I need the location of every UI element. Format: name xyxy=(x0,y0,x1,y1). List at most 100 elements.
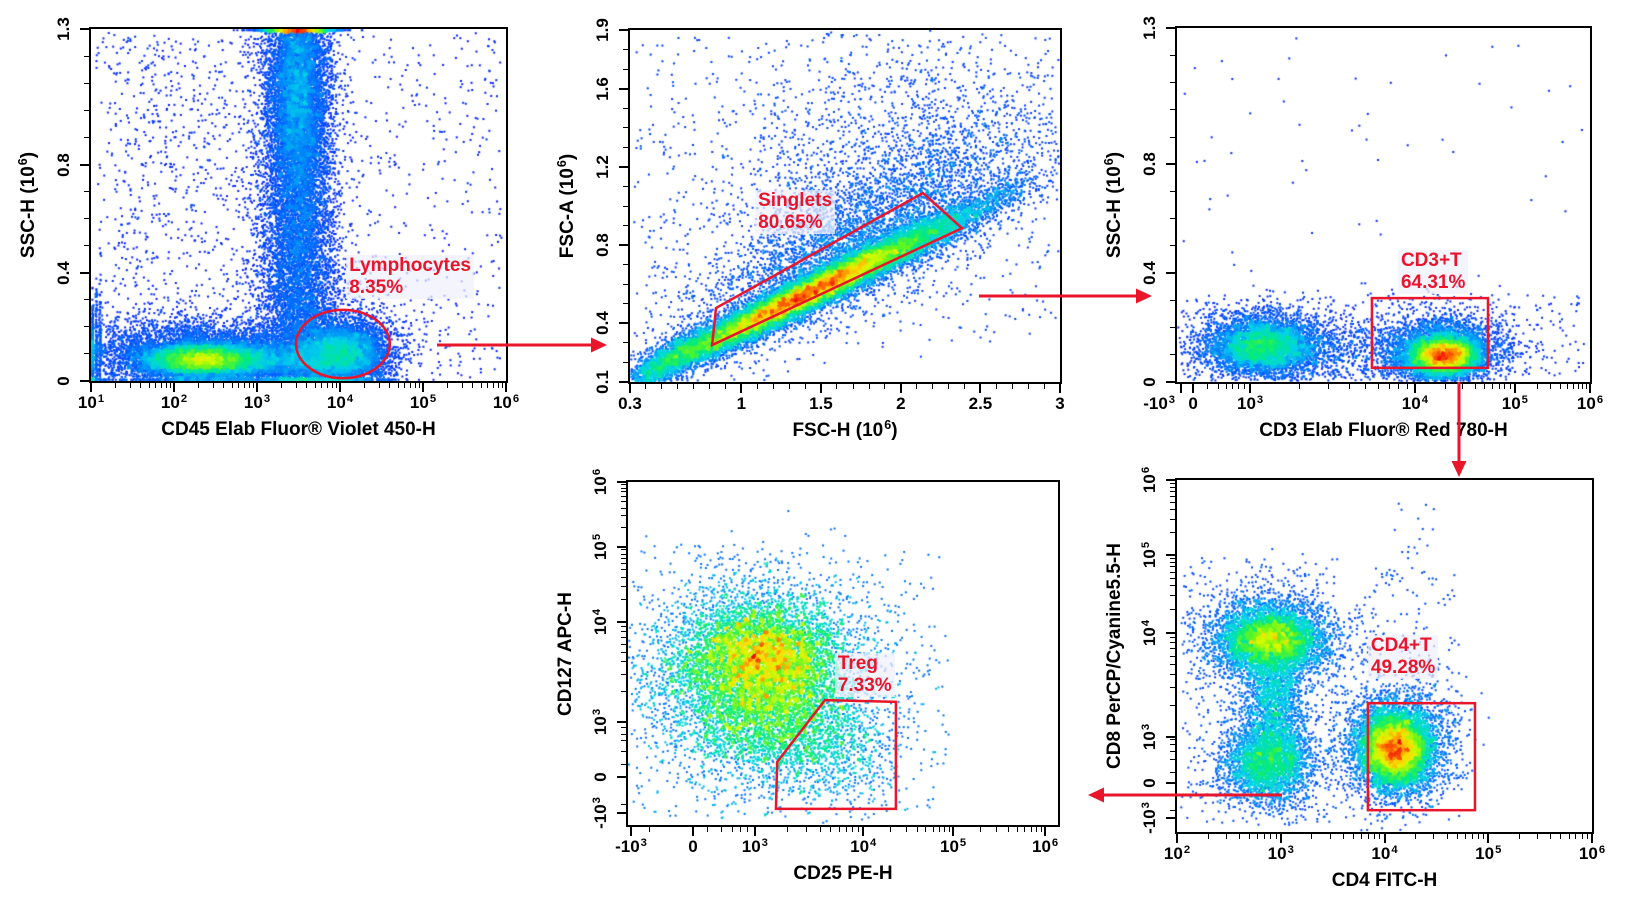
x-minor-tick xyxy=(932,384,934,389)
gate-layer-fsc-singlets xyxy=(710,191,965,348)
y-tick-label: 0.4 xyxy=(593,311,612,336)
x-minor-tick xyxy=(306,383,308,388)
y-major-tick xyxy=(80,380,89,382)
plot-fsc-singlets: 0.3 1 1.5 2 2.5 3 0.1 0.4 0.8 1.2 1.6 1.9 FSC-H (106… xyxy=(555,18,1065,441)
gate-treg xyxy=(774,698,898,811)
y-axis-title-fsc-singlets: FSC-A (106) xyxy=(555,153,578,259)
plot-cd3-ssc: -103 0 103 104 105 106 0 0.4 0.8 1.3 CD3 Elab Fluo… xyxy=(1102,16,1603,441)
y-minor-tick xyxy=(1170,502,1175,504)
y-minor-tick xyxy=(623,361,628,363)
x-minor-tick xyxy=(1560,834,1562,839)
y-minor-tick xyxy=(623,68,628,70)
x-major-tick xyxy=(1249,384,1252,393)
x-minor-tick xyxy=(1011,384,1013,389)
x-minor-tick xyxy=(1264,834,1266,839)
y-minor-tick xyxy=(1170,739,1175,741)
x-tick-label: 106 xyxy=(492,392,520,412)
x-tick-label: 105 xyxy=(409,392,437,412)
y-minor-tick xyxy=(621,515,626,517)
y-minor-tick xyxy=(1170,636,1175,638)
y-minor-tick xyxy=(1170,648,1175,650)
plot-cd4-cd8: 102 103 104 105 106 -103 0 103 104 105 106 CD4 FITC… xyxy=(1104,467,1605,891)
x-axis-title-cd45-ssc: CD45 Elab Fluor® Violet 450-H xyxy=(161,419,436,440)
x-minor-tick xyxy=(649,827,650,832)
x-minor-tick xyxy=(378,383,380,388)
y-minor-tick xyxy=(1170,759,1175,761)
gate-label-cd4-t: CD4+T 49.28% xyxy=(1367,634,1439,679)
x-minor-tick xyxy=(852,384,854,389)
x-minor-tick xyxy=(709,384,711,389)
x-major-tick xyxy=(740,384,743,393)
x-minor-tick xyxy=(198,383,200,388)
y-minor-tick xyxy=(1170,578,1175,580)
y-minor-tick xyxy=(621,585,626,587)
x-tick-label: 1.5 xyxy=(809,394,833,413)
y-tick-label: 1.3 xyxy=(54,17,73,41)
y-major-tick xyxy=(619,322,628,325)
y-minor-tick xyxy=(623,264,628,266)
y-major-tick xyxy=(80,28,89,30)
y-major-tick xyxy=(1166,163,1175,166)
x-minor-tick xyxy=(389,383,391,388)
x-minor-tick xyxy=(248,383,250,388)
y-tick-label: 0.4 xyxy=(1140,261,1159,285)
y-minor-tick xyxy=(621,740,626,742)
x-minor-tick xyxy=(1504,384,1506,389)
x-minor-tick xyxy=(1433,834,1435,839)
y-tick-label: 0.1 xyxy=(593,370,612,394)
x-major-tick xyxy=(1176,834,1178,843)
y-tick-label: 1.6 xyxy=(593,76,612,101)
y-axis-title-cd4-cd8: CD8 PerCP/Cyanine5.5-H xyxy=(1104,543,1125,769)
x-major-tick xyxy=(339,383,341,392)
x-major-tick xyxy=(1513,384,1516,393)
y-minor-tick xyxy=(84,82,89,84)
y-minor-tick xyxy=(1170,245,1175,247)
x-minor-tick xyxy=(1367,834,1369,839)
x-minor-tick xyxy=(461,383,463,388)
y-minor-tick xyxy=(623,127,628,129)
x-minor-tick xyxy=(160,383,162,388)
gate-name: Singlets xyxy=(758,190,833,212)
y-minor-tick xyxy=(623,342,628,344)
x-minor-tick xyxy=(1348,384,1350,389)
x-minor-tick xyxy=(838,827,840,832)
x-tick-label: 0 xyxy=(688,837,698,856)
x-tick-label: 106 xyxy=(1032,836,1059,856)
x-major-tick xyxy=(1413,384,1416,393)
gate-percent: 8.35% xyxy=(349,277,404,299)
y-minor-tick xyxy=(623,49,628,51)
x-minor-tick xyxy=(487,383,489,388)
x-minor-tick xyxy=(1008,827,1010,832)
x-minor-tick xyxy=(1483,834,1485,839)
x-tick-label: 0 xyxy=(1188,394,1198,413)
x-tick-label: 2 xyxy=(896,394,906,413)
x-minor-tick xyxy=(397,383,399,388)
y-major-tick xyxy=(80,271,89,274)
x-minor-tick xyxy=(1585,384,1587,389)
x-minor-tick xyxy=(731,827,733,832)
gate-layer-cd3-ssc xyxy=(1370,296,1490,370)
x-minor-tick xyxy=(868,384,870,389)
gate-cd3-t xyxy=(1370,296,1490,370)
x-minor-tick xyxy=(480,383,482,388)
y-minor-tick xyxy=(621,691,626,693)
x-minor-tick xyxy=(948,384,950,389)
x-minor-tick xyxy=(1398,384,1400,389)
y-minor-tick xyxy=(621,661,626,663)
x-minor-tick xyxy=(238,383,240,388)
y-axis-title-cd3-ssc: SSC-H (106) xyxy=(1102,151,1125,259)
y-tick-label: 106 xyxy=(1139,466,1159,494)
x-minor-tick xyxy=(404,383,406,388)
y-major-tick xyxy=(1166,27,1175,29)
x-minor-tick xyxy=(707,827,709,832)
y-tick-label: 0.8 xyxy=(593,233,612,257)
x-minor-tick xyxy=(772,384,774,389)
x-minor-tick xyxy=(693,384,695,389)
y-minor-tick xyxy=(621,764,626,766)
x-minor-tick xyxy=(851,827,853,832)
x-minor-tick xyxy=(492,383,494,388)
y-minor-tick xyxy=(84,299,89,301)
x-minor-tick xyxy=(1484,384,1486,389)
y-minor-tick xyxy=(84,217,89,219)
